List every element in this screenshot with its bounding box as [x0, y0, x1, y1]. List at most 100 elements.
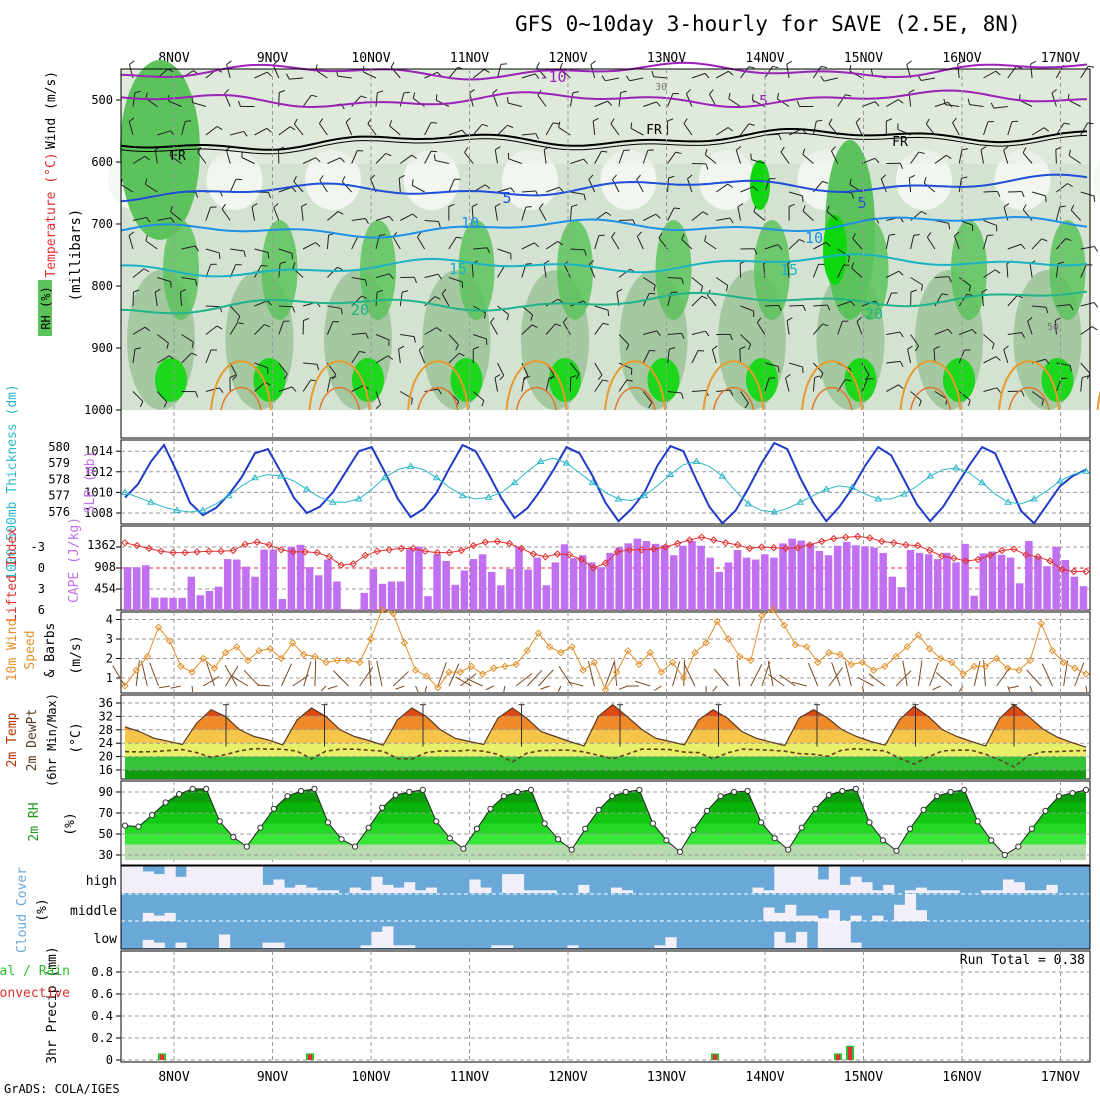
cloud-bar	[153, 942, 165, 948]
wind-barb	[1029, 263, 1033, 278]
wind-barb	[821, 65, 828, 69]
wind-barb	[327, 305, 342, 309]
wind-barb	[822, 180, 829, 184]
wind-barb	[630, 127, 644, 136]
wind-barb-10m	[225, 665, 239, 687]
wind-barb	[667, 151, 677, 164]
wind-barb	[497, 64, 502, 79]
wind-point	[210, 664, 219, 672]
wind-barb	[283, 373, 288, 380]
cloud-bar	[153, 874, 165, 893]
cloud-bar	[1002, 879, 1015, 893]
wind-barb	[418, 345, 424, 351]
thickness-point	[926, 472, 935, 479]
rh-band	[125, 844, 1086, 860]
wind-barb	[934, 101, 949, 107]
wind-barb	[145, 178, 148, 185]
wind-barb	[340, 308, 343, 315]
wind-point	[132, 666, 140, 674]
thickness-point	[484, 493, 493, 500]
wind-point	[456, 668, 464, 676]
temp-band	[125, 770, 1086, 779]
wind-barb	[1093, 302, 1099, 308]
wind-barb	[494, 377, 498, 392]
wind-barb	[494, 206, 498, 221]
isotherm-label: FR	[646, 123, 662, 138]
wind-barb-10m	[191, 685, 194, 693]
isotherm-dome	[998, 360, 1060, 411]
thickness-point	[614, 494, 623, 502]
wind-barb	[740, 391, 749, 404]
wind-barb	[812, 377, 816, 392]
top-x-tick-label: 16NOV	[942, 51, 981, 66]
wind-barb-10m	[654, 685, 662, 691]
wind-barb	[157, 277, 171, 283]
wind-barb	[289, 126, 296, 131]
cloud-bar	[785, 942, 797, 948]
cloud-bar	[926, 890, 938, 893]
wind-barb	[952, 122, 960, 136]
wind-barb	[626, 379, 633, 382]
li-point	[553, 550, 562, 558]
wind-label-4: (m/s)	[69, 635, 84, 674]
wind-barb	[947, 101, 953, 108]
wind-barb	[636, 236, 644, 250]
cape-bar	[442, 560, 450, 610]
wind-barb	[461, 129, 467, 135]
wind-barb	[181, 352, 192, 364]
cape-bar	[478, 554, 487, 610]
wind-barb	[261, 264, 268, 267]
wind-barb	[570, 191, 585, 195]
wind-barb	[538, 207, 547, 221]
wind-barb-10m	[868, 673, 886, 687]
li-point	[145, 544, 153, 553]
wind-barb	[687, 174, 693, 180]
wind-barb	[472, 305, 486, 314]
wind-barb	[458, 352, 465, 357]
li-point	[902, 541, 910, 549]
rh-point	[1015, 843, 1022, 850]
cloud-bar	[796, 931, 808, 948]
dewpoint-line	[124, 747, 1087, 768]
isotherm-line	[120, 132, 1088, 155]
wind-barb	[471, 263, 474, 278]
rh-point	[419, 786, 426, 794]
temp-band	[125, 756, 1086, 770]
thickness-point	[147, 498, 155, 505]
cloud-bar	[295, 884, 307, 893]
wind-barb	[170, 211, 182, 221]
cloud-bar	[382, 926, 394, 948]
wind-barb	[132, 216, 147, 221]
legend-rh: RH (%)	[39, 286, 53, 329]
wind-barb	[494, 203, 501, 208]
wind-barb	[319, 175, 324, 181]
wind-barb	[337, 210, 344, 215]
rh-point	[541, 820, 548, 827]
wind-point	[121, 682, 129, 690]
wind-barb	[764, 304, 779, 307]
wind-barb-10m	[415, 685, 419, 692]
cape-bar	[1025, 540, 1033, 610]
isotherm-line	[120, 89, 1088, 109]
wind-barb	[385, 152, 392, 157]
wind-barb	[441, 288, 447, 295]
wind-point	[344, 656, 353, 665]
cape-bar	[733, 550, 742, 610]
li-point	[854, 532, 862, 541]
wind-barb	[1045, 195, 1047, 202]
wind-barb	[1031, 127, 1045, 136]
wind-point	[1071, 664, 1079, 672]
bottom-x-tick-label: 16NOV	[942, 1070, 981, 1085]
wind-barb	[473, 346, 480, 350]
wind-barb	[497, 362, 505, 376]
wind-barb	[855, 122, 863, 136]
cloud-bar	[273, 942, 285, 948]
precip-tick-label: 0.8	[91, 965, 113, 979]
wind-barb	[898, 99, 904, 104]
wind-barb	[592, 121, 596, 136]
wind-barb	[205, 349, 212, 364]
wind-barb	[399, 92, 405, 107]
wind-barb	[129, 60, 135, 65]
cloud-bar	[1035, 890, 1047, 893]
wind-barb	[923, 177, 927, 184]
